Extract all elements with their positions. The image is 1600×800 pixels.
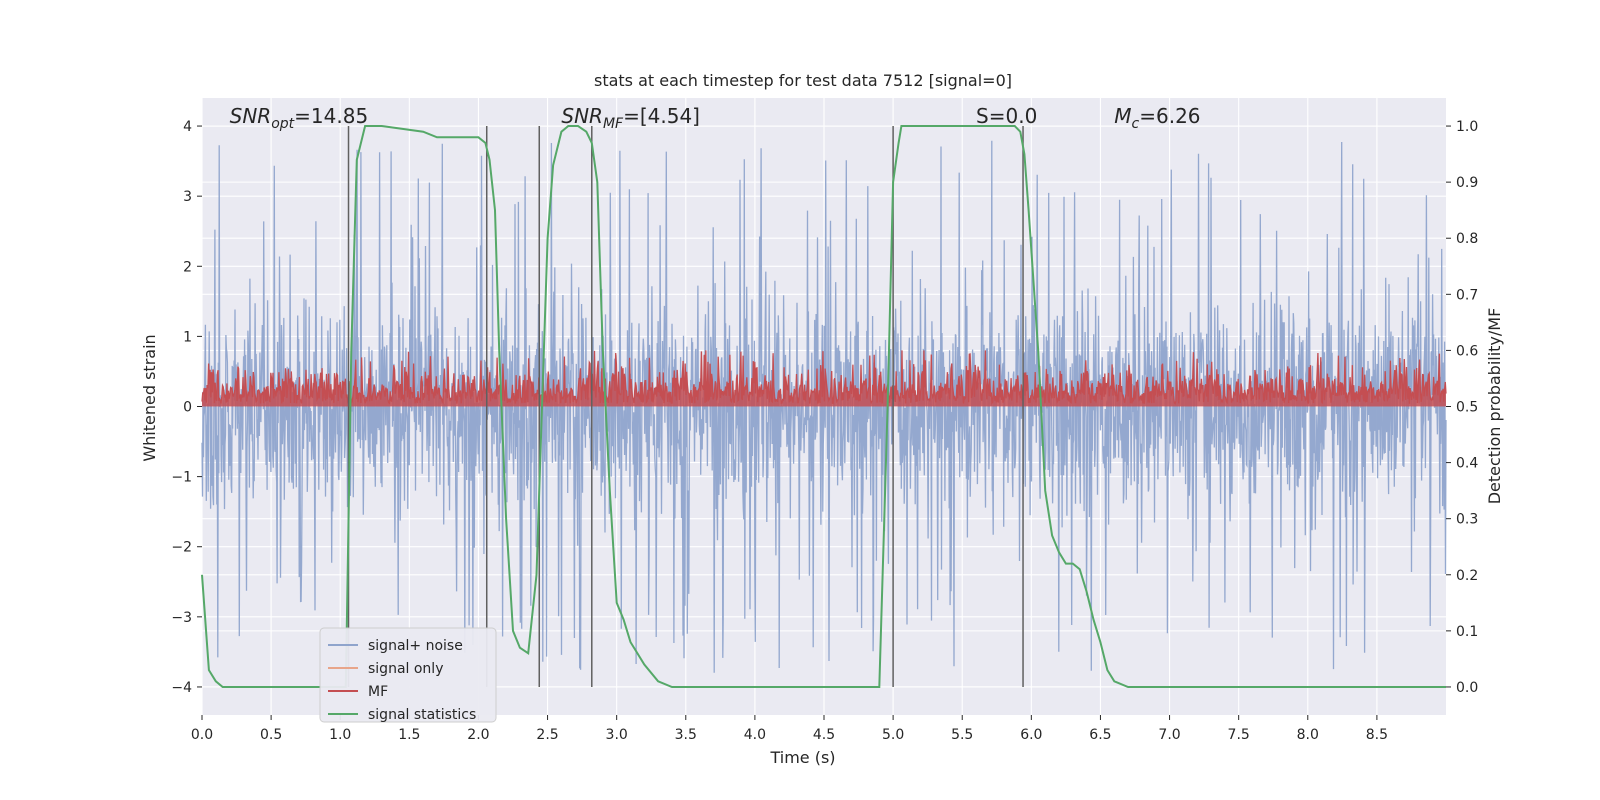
x-axis: 0.0 0.5 1.0 1.5 2.0 2.5 3.0 3.5 4.0 4.5 5.0 5.5 6.0 6… bbox=[191, 715, 1388, 743]
annotation-value: =[4.54] bbox=[623, 104, 700, 128]
annotation-main: M bbox=[1114, 104, 1131, 128]
y-tick-label-left: 2 bbox=[183, 259, 192, 275]
y-tick-label-right: 0.9 bbox=[1456, 175, 1478, 191]
x-tick-label: 5.5 bbox=[951, 727, 973, 743]
y-tick-label-right: 0.8 bbox=[1456, 231, 1478, 247]
y-tick-label-left: −2 bbox=[171, 540, 192, 556]
y-tick-label-left: 3 bbox=[183, 189, 192, 205]
y-tick-label-left: −1 bbox=[171, 470, 192, 486]
annotation-text: SNRMF=[4.54] bbox=[561, 104, 700, 132]
x-tick-label: 6.0 bbox=[1020, 727, 1042, 743]
legend: signal+ noise signal only MF signal statist… bbox=[319, 627, 497, 723]
y-tick-label-right: 0.1 bbox=[1456, 624, 1478, 640]
y-tick-label-right: 0.5 bbox=[1456, 400, 1478, 416]
chart-title: stats at each timestep for test data 751… bbox=[594, 71, 1012, 90]
x-tick-label: 8.5 bbox=[1366, 727, 1388, 743]
x-tick-label: 4.5 bbox=[813, 727, 835, 743]
mf-line bbox=[201, 350, 1447, 406]
y-tick-label-right: 0.3 bbox=[1456, 512, 1478, 528]
x-tick-label: 6.5 bbox=[1089, 727, 1111, 743]
y-tick-label-right: 0.2 bbox=[1456, 568, 1478, 584]
y-axis-right: 0.0 0.1 0.2 0.3 0.4 0.5 0.6 0.7 0.8 0.9 1.0 bbox=[1446, 119, 1478, 696]
y-tick-label-left: 4 bbox=[183, 119, 192, 135]
x-tick-label: 7.0 bbox=[1158, 727, 1180, 743]
y-tick-label-left: 1 bbox=[183, 329, 192, 345]
annotation-value: =6.26 bbox=[1139, 104, 1200, 128]
mf-series bbox=[201, 350, 1447, 407]
signal-statistics-series bbox=[201, 125, 1446, 688]
annotation-text: SNRopt=14.85 bbox=[230, 104, 369, 132]
x-tick-label: 2.0 bbox=[467, 727, 489, 743]
x-tick-label: 0.0 bbox=[191, 727, 213, 743]
y-tick-label-right: 0.4 bbox=[1456, 456, 1478, 472]
signal-statistics-line bbox=[201, 125, 1446, 688]
annotation-subscript: opt bbox=[271, 116, 294, 132]
vertical-markers bbox=[347, 126, 1024, 687]
x-tick-label: 1.0 bbox=[329, 727, 351, 743]
legend-box bbox=[319, 627, 497, 723]
annotation-text: Mc=6.26 bbox=[1114, 104, 1200, 132]
y-tick-label-left: −3 bbox=[171, 610, 192, 626]
annotation-main: SNR bbox=[230, 104, 272, 128]
y-tick-label-right: 0.0 bbox=[1456, 680, 1478, 696]
annotations: SNRopt=14.85 SNRMF=[4.54] S=0.0 Mc=6.26 bbox=[230, 104, 1201, 132]
annotation-subscript: MF bbox=[603, 116, 624, 132]
x-tick-label: 1.5 bbox=[398, 727, 420, 743]
legend-label: signal only bbox=[368, 661, 443, 677]
legend-label: signal+ noise bbox=[368, 638, 463, 654]
legend-label: MF bbox=[368, 684, 388, 700]
annotation-text: S=0.0 bbox=[976, 104, 1037, 128]
y-axis-label-left: Whitened strain bbox=[140, 334, 159, 461]
x-tick-label: 2.5 bbox=[536, 727, 558, 743]
legend-label: signal statistics bbox=[368, 707, 476, 723]
y-tick-label-left: 0 bbox=[183, 400, 192, 416]
x-tick-label: 4.0 bbox=[744, 727, 766, 743]
x-tick-label: 3.0 bbox=[606, 727, 628, 743]
y-axis-label-right: Detection probability/MF bbox=[1485, 308, 1504, 505]
x-tick-label: 5.0 bbox=[882, 727, 904, 743]
x-tick-label: 7.5 bbox=[1228, 727, 1250, 743]
annotation-value: =14.85 bbox=[294, 104, 368, 128]
x-tick-label: 8.0 bbox=[1297, 727, 1319, 743]
y-axis-left: −4 −3 −2 −1 0 1 2 3 4 bbox=[171, 119, 202, 696]
annotation-main: SNR bbox=[561, 104, 603, 128]
y-tick-label-right: 0.6 bbox=[1456, 343, 1478, 359]
x-tick-label: 3.5 bbox=[675, 727, 697, 743]
x-axis-label: Time (s) bbox=[769, 748, 835, 767]
y-tick-label-right: 1.0 bbox=[1456, 119, 1478, 135]
x-tick-label: 0.5 bbox=[260, 727, 282, 743]
y-tick-label-right: 0.7 bbox=[1456, 287, 1478, 303]
y-tick-label-left: −4 bbox=[171, 680, 192, 696]
annotation-subscript: c bbox=[1132, 116, 1140, 132]
